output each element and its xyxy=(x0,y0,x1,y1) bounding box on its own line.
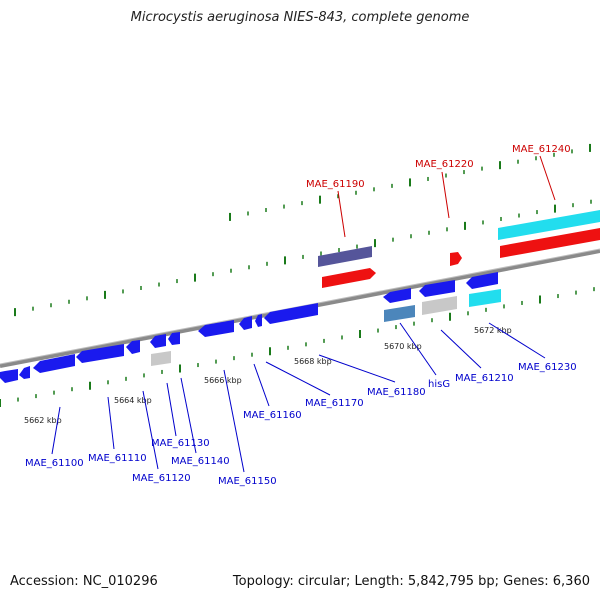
gene-arrow-6[interactable] xyxy=(150,334,166,348)
leader-MAE_61240 xyxy=(539,155,556,201)
scale-label: 5662 kbp xyxy=(24,416,62,425)
map-title: Microcystis aeruginosa NIES-843, complet… xyxy=(130,10,470,25)
gene-label-MAE_61100[interactable]: MAE_61100 xyxy=(25,458,84,469)
gene-labels: MAE_61190 MAE_61220 MAE_61240 MAE_61100 … xyxy=(25,144,577,487)
gene-arrow-5[interactable] xyxy=(126,340,140,354)
gene-arrow-MAE_61240[interactable] xyxy=(498,210,600,240)
gene-label-MAE_61180[interactable]: MAE_61180 xyxy=(367,387,426,398)
leader-MAE_61130 xyxy=(166,382,177,437)
gene-arrow-1[interactable] xyxy=(0,369,18,383)
gene-arrow-13[interactable] xyxy=(419,280,455,297)
gene-arrow-8[interactable] xyxy=(198,320,234,337)
scale-label: 5672 kbp xyxy=(474,326,512,335)
gene-label-MAE_61160[interactable]: MAE_61160 xyxy=(243,410,302,421)
scale-label: 5668 kbp xyxy=(294,357,332,366)
leader-MAE_61170 xyxy=(265,361,331,396)
leader-MAE_61210 xyxy=(440,329,482,369)
gene-label-MAE_61170[interactable]: MAE_61170 xyxy=(305,398,364,409)
leader-MAE_61220 xyxy=(441,171,450,219)
gene-arrow-14[interactable] xyxy=(466,272,498,289)
scale-label: 5670 kbp xyxy=(384,342,422,351)
gene-arrow-MAE_61220[interactable] xyxy=(450,252,462,266)
gene-arrow-MAE_61250[interactable] xyxy=(500,228,600,258)
gene-label-MAE_61110[interactable]: MAE_61110 xyxy=(88,453,147,464)
gene-box-gray-1[interactable] xyxy=(151,351,171,366)
leader-MAE_61180 xyxy=(318,354,396,383)
gene-arrow-MAE_61200[interactable] xyxy=(322,268,376,288)
gene-arrow-7[interactable] xyxy=(168,332,180,345)
leader-MAE_61230 xyxy=(488,322,546,359)
leader-MAE_61150 xyxy=(223,369,245,473)
gene-label-MAE_61210[interactable]: MAE_61210 xyxy=(455,373,514,384)
leader-MAE_61190 xyxy=(337,190,346,238)
scale-label: 5666 kbp xyxy=(204,376,242,385)
gene-label-MAE_61220[interactable]: MAE_61220 xyxy=(415,159,474,170)
leader-MAE_61140 xyxy=(180,377,197,454)
gene-box-gray-2[interactable] xyxy=(422,296,457,315)
tick-marks xyxy=(0,143,595,407)
leader-MAE_61160 xyxy=(253,363,270,407)
gene-arrow-2[interactable] xyxy=(19,366,30,379)
gene-arrow-3[interactable] xyxy=(33,354,75,373)
leader-hisG xyxy=(399,322,437,376)
gene-box-cyan[interactable] xyxy=(469,289,501,307)
gene-arrow-9[interactable] xyxy=(239,316,252,330)
gene-arrow-MAE_61190[interactable] xyxy=(318,246,372,267)
gene-label-MAE_61120[interactable]: MAE_61120 xyxy=(132,473,191,484)
scale-label: 5664 kbp xyxy=(114,396,152,405)
genome-summary-text: Topology: circular; Length: 5,842,795 bp… xyxy=(232,574,590,589)
gene-label-MAE_61130[interactable]: MAE_61130 xyxy=(151,438,210,449)
gene-label-MAE_61190[interactable]: MAE_61190 xyxy=(306,179,365,190)
gene-label-MAE_61150[interactable]: MAE_61150 xyxy=(218,476,277,487)
leader-MAE_61120 xyxy=(142,390,159,470)
gene-label-MAE_61230[interactable]: MAE_61230 xyxy=(518,362,577,373)
leader-MAE_61110 xyxy=(107,396,115,450)
label-leaders xyxy=(51,155,556,473)
gene-arrow-11[interactable] xyxy=(264,303,318,324)
gene-features xyxy=(0,210,600,383)
scale-labels: 5662 kbp 5664 kbp 5666 kbp 5668 kbp 5670… xyxy=(24,326,512,425)
gene-box-steel[interactable] xyxy=(384,305,415,322)
gene-label-MAE_61140[interactable]: MAE_61140 xyxy=(171,456,230,467)
gene-arrow-10[interactable] xyxy=(255,314,262,327)
gene-label-MAE_61240[interactable]: MAE_61240 xyxy=(512,144,571,155)
gene-arrow-4[interactable] xyxy=(76,344,124,363)
gene-arrow-12[interactable] xyxy=(383,288,411,303)
accession-text: Accession: NC_010296 xyxy=(10,574,158,589)
leader-MAE_61100 xyxy=(51,406,61,455)
gene-label-hisG[interactable]: hisG xyxy=(428,379,450,390)
